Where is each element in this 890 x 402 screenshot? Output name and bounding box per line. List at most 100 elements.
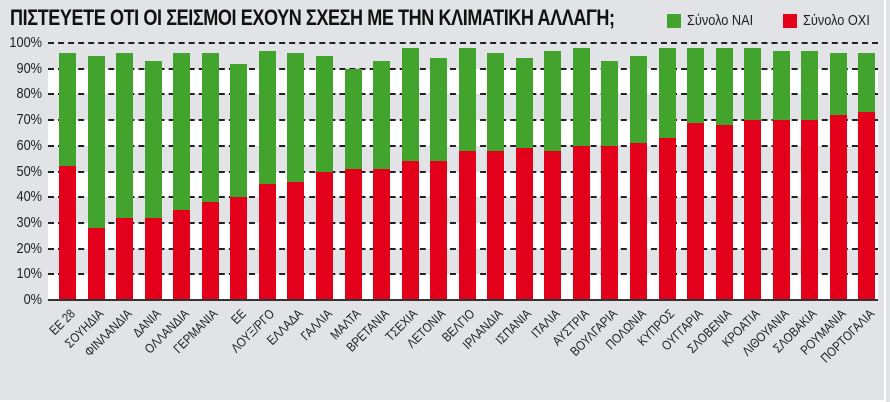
bar-segment-no (630, 143, 647, 300)
bar-segment-no (87, 228, 105, 300)
bar-segment-yes (715, 48, 733, 126)
bar-segment-no (715, 125, 733, 300)
y-tick-label: 20% (16, 239, 42, 257)
bar-segment-yes (401, 48, 419, 162)
bar-27 (829, 53, 847, 300)
bar-segment-no (772, 120, 790, 300)
bar-segment-no (287, 181, 305, 300)
bar-segment-yes (373, 61, 391, 169)
bar-segment-no (401, 161, 419, 300)
bar-segment-no (201, 202, 219, 300)
bar-segment-no (544, 150, 562, 300)
chart-title: ΠΙΣΤΕΥΕΤΕ ΟΤΙ ΟΙ ΣΕΙΣΜΟΙ ΕΧΟΥΝ ΣΧΕΣΗ ΜΕ … (10, 5, 615, 30)
bar-segment-no (116, 217, 134, 300)
bar-segment-yes (258, 50, 276, 185)
bar-segment-yes (173, 53, 191, 211)
bar-segment-no (59, 166, 76, 300)
legend-label-yes: Σύνολο ΝΑΙ (687, 12, 754, 29)
bar-segment-yes (801, 50, 819, 121)
bar-17 (544, 50, 562, 300)
bar-0 (59, 53, 76, 300)
bar-segment-yes (458, 48, 476, 151)
bar-2 (116, 53, 134, 300)
bar-segment-no (144, 217, 162, 300)
bar-segment-no (373, 168, 391, 300)
bar-segment-yes (344, 68, 362, 169)
bar-21 (658, 48, 676, 300)
bar-23 (715, 48, 733, 300)
y-tick-label: 90% (16, 59, 42, 77)
bar-segment-no (858, 112, 876, 300)
y-tick-label: 10% (16, 265, 42, 283)
y-tick-label: 80% (16, 85, 42, 103)
bar-segment-no (801, 120, 819, 300)
bar-segment-no (173, 210, 191, 300)
bar-segment-no (430, 161, 448, 300)
bar-13 (430, 58, 448, 300)
bar-segment-yes (858, 53, 876, 113)
legend: Σύνολο ΝΑΙ Σύνολο ΟΧΙ (667, 12, 890, 29)
x-tick-label: ΕΕ (227, 306, 249, 328)
bar-segment-yes (772, 50, 790, 121)
bar-5 (201, 53, 219, 300)
y-tick-label: 40% (16, 188, 42, 206)
bar-segment-yes (287, 53, 305, 182)
bar-12 (401, 48, 419, 300)
bar-24 (744, 48, 762, 300)
bar-segment-yes (572, 48, 590, 146)
y-tick-label: 70% (16, 111, 42, 129)
bar-segment-yes (829, 53, 847, 115)
bar-22 (687, 48, 705, 300)
bar-segment-no (315, 171, 333, 300)
bar-segment-no (515, 148, 533, 300)
legend-item-yes: Σύνολο ΝΑΙ (667, 12, 765, 29)
bar-segment-yes (630, 55, 647, 144)
bar-4 (173, 53, 191, 300)
bar-segment-yes (601, 61, 619, 146)
bar-segment-yes (430, 58, 448, 162)
bar-10 (344, 68, 362, 300)
y-tick-label: 60% (16, 136, 42, 154)
plot-area (48, 42, 878, 300)
bar-26 (801, 50, 819, 300)
bar-15 (487, 53, 505, 300)
bar-segment-yes (59, 53, 76, 167)
legend-item-no: Σύνολο ΟΧΙ (782, 12, 882, 29)
bar-6 (230, 63, 248, 300)
bar-18 (572, 48, 590, 300)
bar-segment-yes (544, 50, 562, 151)
bar-segment-yes (116, 53, 134, 218)
bar-19 (601, 61, 619, 300)
gridline (48, 42, 878, 44)
y-tick-label: 100% (9, 34, 43, 51)
bar-segment-no (230, 197, 248, 300)
bar-segment-no (744, 120, 762, 300)
bar-segment-no (829, 114, 847, 300)
y-tick-label: 50% (16, 162, 42, 180)
bar-14 (458, 48, 476, 300)
bar-segment-yes (515, 58, 533, 149)
bar-7 (258, 50, 276, 300)
bar-segment-yes (201, 53, 219, 203)
bar-segment-yes (658, 48, 676, 139)
bar-segment-no (658, 138, 676, 300)
bar-segment-yes (144, 61, 162, 218)
bar-segment-no (601, 145, 619, 300)
y-tick-label: 30% (16, 213, 42, 231)
bar-28 (858, 53, 876, 300)
bar-20 (630, 55, 647, 300)
bar-segment-yes (230, 63, 248, 198)
bar-8 (287, 53, 305, 300)
bar-segment-no (687, 122, 705, 300)
bar-3 (144, 61, 162, 300)
bar-segment-no (487, 150, 505, 300)
x-axis-line (48, 299, 878, 301)
legend-swatch-no-icon (782, 13, 797, 28)
bar-segment-yes (87, 55, 105, 229)
bar-9 (315, 55, 333, 300)
bar-1 (87, 55, 105, 300)
legend-label-no: Σύνολο ΟΧΙ (802, 12, 870, 29)
y-tick-label: 0% (23, 291, 42, 308)
bar-segment-yes (687, 48, 705, 123)
